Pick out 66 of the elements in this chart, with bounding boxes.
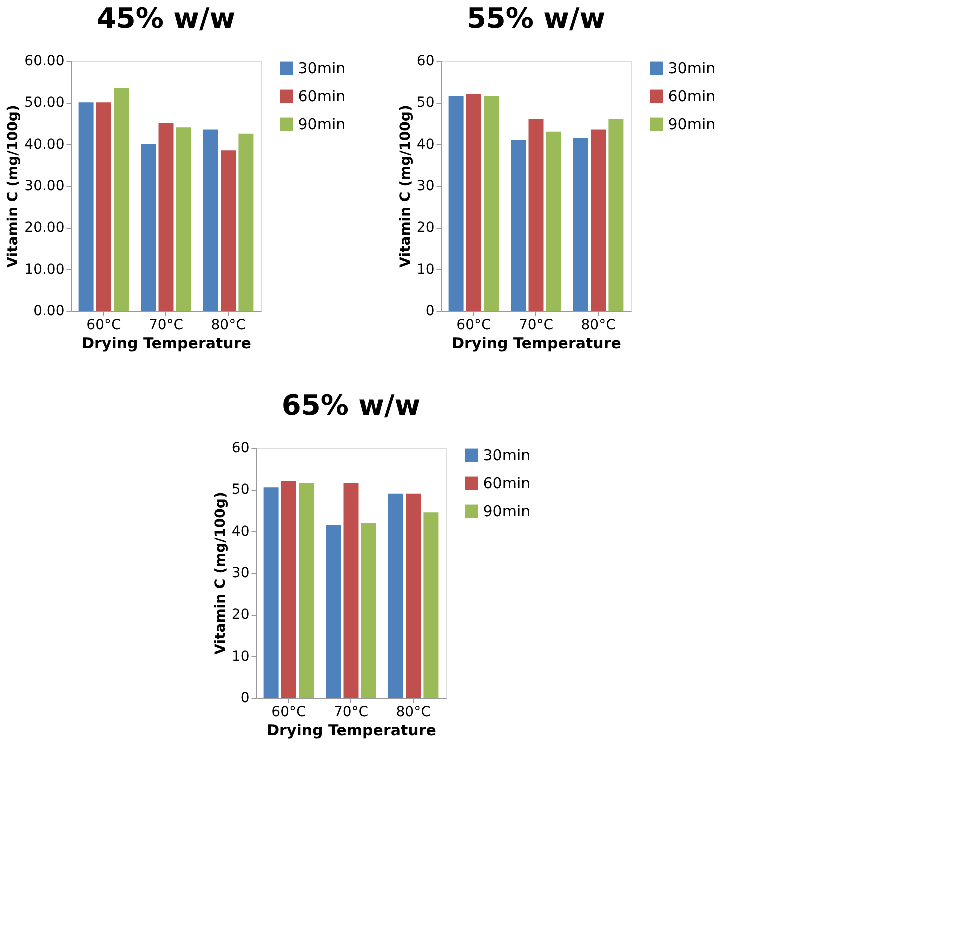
y-tick-label: 10 <box>232 648 250 665</box>
y-tick-label: 60 <box>232 440 250 456</box>
y-tick-label: 50 <box>416 95 435 112</box>
bar <box>114 88 130 311</box>
bar <box>591 130 606 311</box>
y-tick-label: 50 <box>232 482 250 498</box>
y-tick-label: 40.00 <box>24 136 65 153</box>
chart-title: 55% w/w <box>466 2 606 35</box>
bar <box>78 102 94 311</box>
x-tick-label: 80°C <box>581 318 616 334</box>
y-tick-label: 40 <box>416 136 435 153</box>
y-tick-label: 30.00 <box>24 178 65 194</box>
chart-title: 45% w/w <box>96 2 236 35</box>
legend-label: 90min <box>298 116 346 134</box>
x-tick-label: 70°C <box>518 318 554 334</box>
y-tick-label: 10 <box>416 262 435 278</box>
x-tick-label: 70°C <box>148 318 184 334</box>
y-axis-title: Vitamin C (mg/100g) <box>398 105 414 268</box>
bar <box>158 124 174 311</box>
legend-label: 30min <box>668 60 716 78</box>
y-tick-label: 50.00 <box>24 95 65 112</box>
bar <box>528 119 544 311</box>
y-axis-title: Vitamin C (mg/100g) <box>212 492 229 655</box>
bar <box>484 96 500 311</box>
y-tick-label: 20.00 <box>24 220 65 236</box>
y-tick-label: 0 <box>426 304 435 320</box>
x-axis-title: Drying Temperature <box>452 334 622 352</box>
bar <box>176 128 192 311</box>
legend-label: 30min <box>298 60 346 78</box>
legend-label: 60min <box>483 474 531 492</box>
y-tick-label: 40 <box>232 524 250 540</box>
legend-label: 60min <box>298 88 346 106</box>
x-tick-label: 60°C <box>86 318 122 334</box>
legend-label: 60min <box>668 88 716 106</box>
y-tick-label: 30 <box>416 178 435 194</box>
y-axis-title: Vitamin C (mg/100g) <box>6 105 22 268</box>
legend-label: 90min <box>483 502 531 520</box>
bar <box>141 144 156 311</box>
y-tick-label: 30 <box>232 566 250 582</box>
y-tick-label: 20 <box>416 220 435 236</box>
bar <box>608 119 624 311</box>
bar <box>96 102 112 311</box>
y-tick-label: 60.00 <box>24 54 65 70</box>
bar <box>546 132 562 311</box>
y-tick-label: 20 <box>232 607 250 624</box>
bar <box>573 138 588 311</box>
y-tick-label: 0 <box>240 690 250 706</box>
x-tick-label: 80°C <box>211 318 246 334</box>
bar <box>466 94 482 311</box>
x-axis-title: Drying Temperature <box>82 334 252 352</box>
chart-title: 65% w/w <box>282 389 421 422</box>
x-tick-label: 60°C <box>272 704 306 720</box>
legend-label: 90min <box>668 116 716 134</box>
y-tick-label: 0.00 <box>34 304 65 320</box>
bar <box>203 130 218 311</box>
x-tick-label: 60°C <box>456 318 492 334</box>
bar <box>238 134 254 311</box>
bar <box>221 150 236 311</box>
x-axis-title: Drying Temperature <box>267 722 436 740</box>
legend-label: 30min <box>483 446 531 464</box>
bar <box>511 140 526 311</box>
x-tick-label: 80°C <box>396 704 432 720</box>
y-tick-label: 10.00 <box>24 262 65 278</box>
y-tick-label: 60 <box>416 54 435 70</box>
x-tick-label: 70°C <box>334 704 369 720</box>
bar <box>448 96 464 311</box>
